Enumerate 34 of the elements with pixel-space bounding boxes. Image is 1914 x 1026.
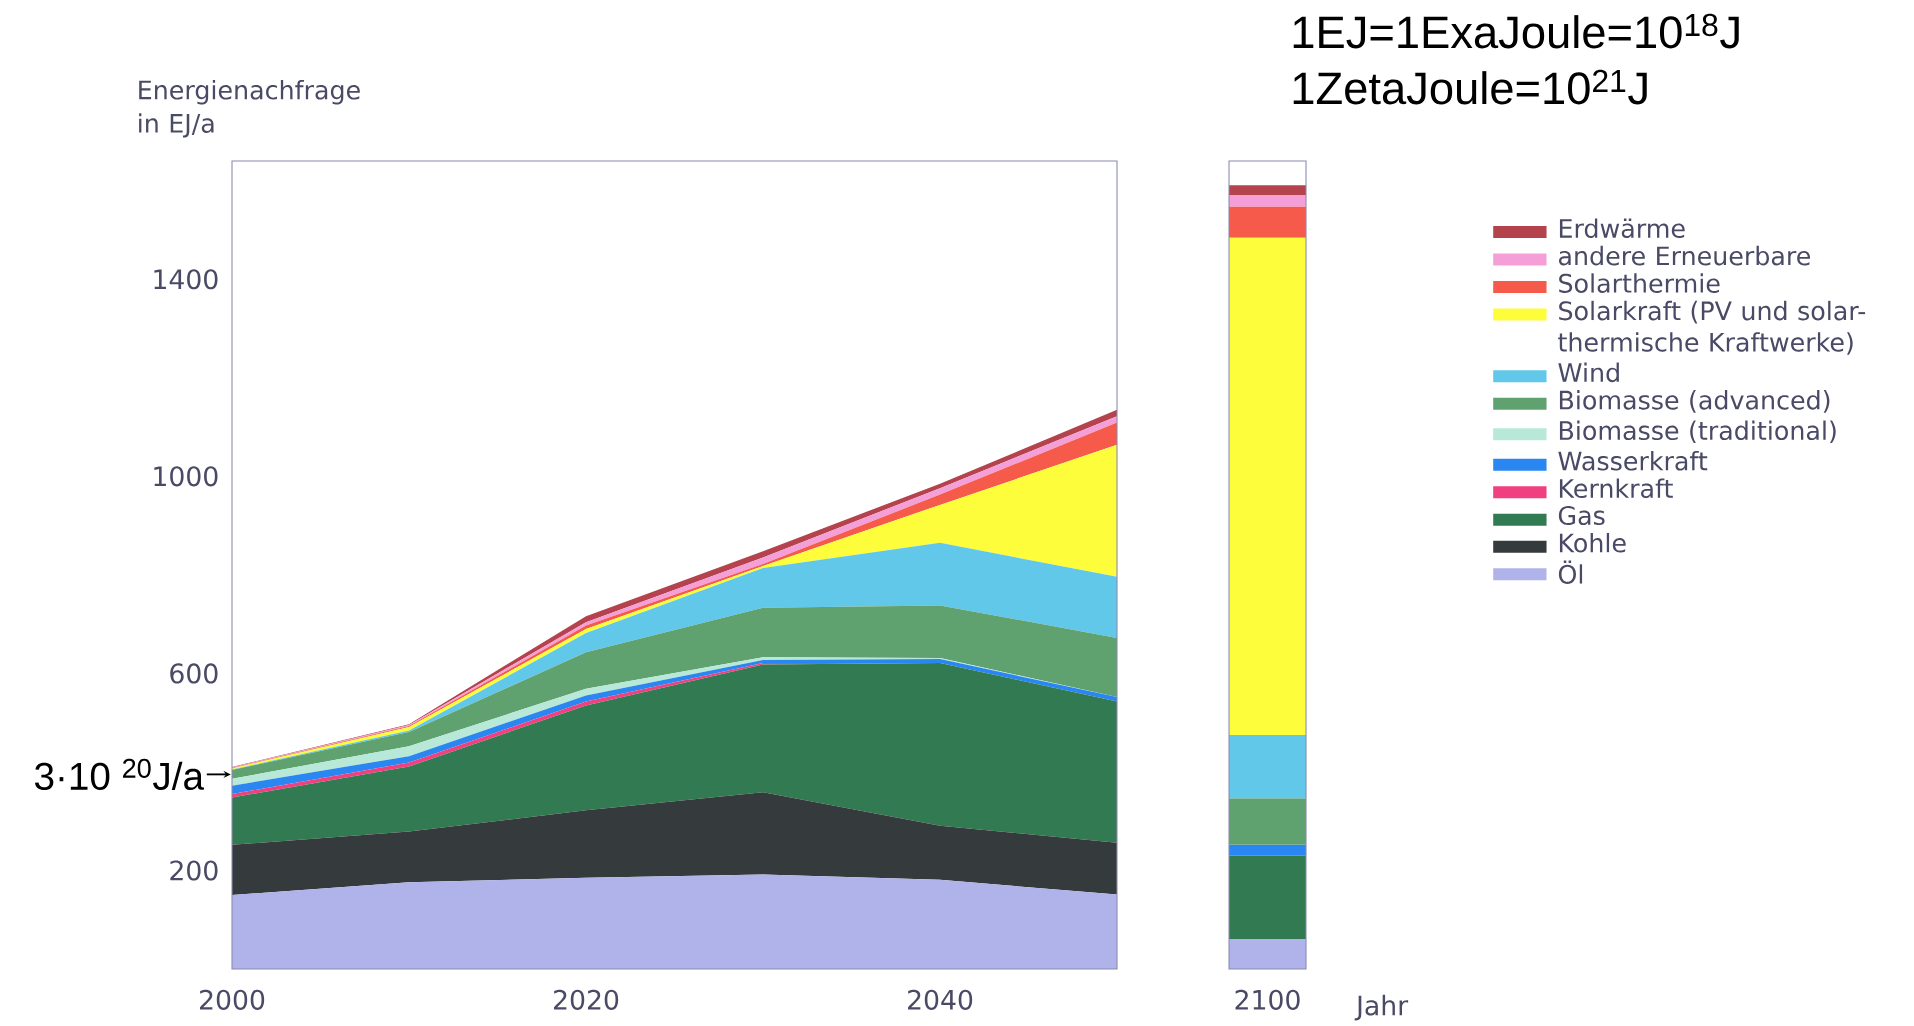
legend-label: Wind	[1558, 362, 1619, 383]
legend-label: Solarthermie	[1559, 273, 1720, 293]
bar	[1229, 237, 1307, 735]
bar	[1229, 194, 1307, 207]
legend-label: Biomasse (advanced)	[1559, 390, 1830, 413]
legend-label: Kernkraft	[1559, 478, 1673, 499]
x-tick-label: 2100	[1235, 989, 1300, 1010]
bar	[1229, 734, 1307, 799]
text: 1ZetaJoule=10$^{21}$J	[1293, 69, 1647, 105]
y-tick-label: 1000	[154, 466, 218, 487]
x-tick-label: 2040	[908, 989, 973, 1010]
legend-label: Gas	[1558, 505, 1605, 526]
bar	[1229, 185, 1307, 195]
legend-label: Erdwärme	[1559, 218, 1685, 238]
legend-label: Wasserkraft	[1558, 450, 1708, 471]
legend-label: andere Erneuerbare	[1558, 245, 1810, 266]
bar	[1229, 938, 1307, 969]
legend-label: Biomasse (traditional)	[1559, 420, 1836, 444]
bar	[1229, 798, 1307, 845]
legend-label: Kohle	[1559, 532, 1626, 553]
bar	[1229, 844, 1307, 856]
legend-label: Solarkraft (PV und solar-thermische Kraftwerke)	[1558, 300, 1866, 355]
bar	[1229, 206, 1307, 238]
x-axis-title: Jahr	[1354, 994, 1409, 1021]
annotation: 3·10 $^{20}$J/a	[34, 758, 204, 791]
bar	[1229, 855, 1307, 939]
y-tick-label: 200	[170, 860, 218, 881]
y-tick-label: 1400	[154, 269, 218, 290]
x-tick-label: 2000	[200, 989, 265, 1010]
x-tick-label: 2020	[554, 989, 619, 1010]
y-axis-title: Energienachfrage in EJ/a	[139, 79, 360, 138]
text: 1EJ=1ExaJoule=10$^{18}$J	[1293, 13, 1739, 49]
y-tick-label: 600	[170, 663, 218, 684]
legend-label: Öl	[1558, 560, 1583, 584]
